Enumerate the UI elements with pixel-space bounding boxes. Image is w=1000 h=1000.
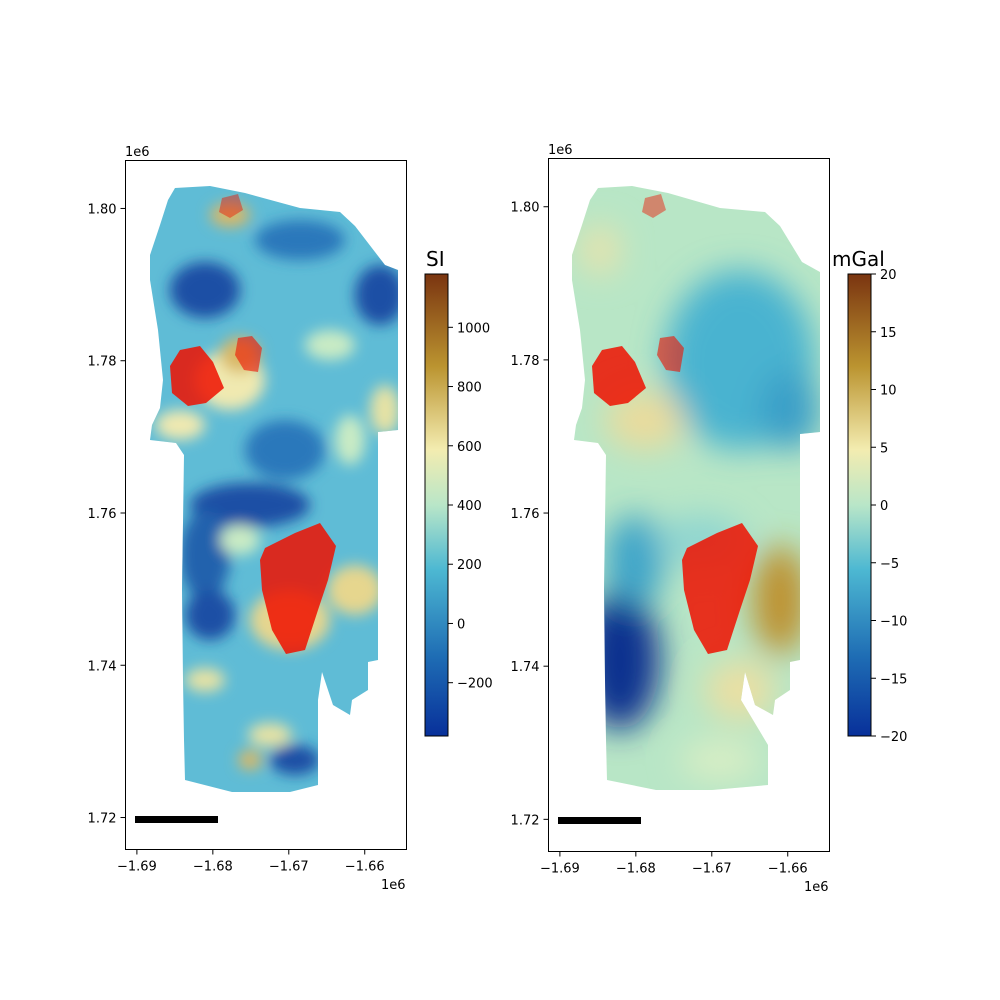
right-x-tick-label: −1.66	[768, 862, 808, 877]
right-outcrop-overlay	[592, 194, 758, 654]
right-heatmap	[572, 186, 820, 790]
right-colorbar-tick-label: 15	[880, 326, 897, 341]
right-colorbar-tick-label: −15	[880, 672, 907, 687]
left-x-tick-label: −1.69	[117, 860, 157, 875]
right-colorbar-gradient	[847, 273, 872, 737]
right-x-tick-label: −1.68	[616, 862, 656, 877]
left-panel: −1.69 −1.68 −1.67 −1.66 1.72 1.74 1.76 1.78 1.8…	[88, 145, 493, 893]
left-colorbar-tick-label: 200	[457, 558, 482, 573]
right-x-tick-label: −1.69	[540, 862, 580, 877]
right-x-axis: −1.69 −1.68 −1.67 −1.66	[540, 851, 808, 877]
left-x-tick-label: −1.66	[345, 860, 385, 875]
right-colorbar-ticks: −20 −15 −10 −5 0 5 10 15 20	[871, 268, 907, 745]
left-colorbar-ticks: −200 0 200 400 600 800 1000	[448, 321, 493, 692]
right-y-tick-label: 1.74	[511, 660, 540, 675]
right-colorbar-tick-label: 5	[880, 441, 888, 456]
left-colorbar-title: SI	[426, 247, 445, 271]
left-y-tick-label: 1.76	[88, 507, 117, 522]
right-axes-frame	[548, 158, 830, 852]
right-colorbar-title: mGal	[832, 247, 885, 271]
left-colorbar-tick-label: 1000	[457, 321, 490, 336]
left-y-tick-label: 1.74	[88, 659, 117, 674]
left-axes-frame	[125, 160, 407, 850]
right-colorbar-tick-label: 20	[880, 268, 897, 283]
right-y-axis: 1.72 1.74 1.76 1.78 1.80	[511, 201, 549, 828]
left-colorbar: SI −200 0 200 400 600 800 1000	[424, 247, 493, 737]
left-colorbar-tick-label: 800	[457, 381, 482, 396]
left-y-offset-label: 1e6	[125, 145, 150, 160]
right-y-tick-label: 1.80	[511, 201, 540, 216]
left-y-tick-label: 1.80	[88, 202, 117, 217]
right-x-offset-label: 1e6	[804, 880, 829, 895]
left-colorbar-gradient	[424, 273, 449, 737]
right-colorbar-tick-label: 10	[880, 384, 897, 399]
left-x-tick-label: −1.67	[269, 860, 309, 875]
right-y-tick-label: 1.76	[511, 507, 540, 522]
left-outcrop-overlay	[170, 194, 336, 654]
left-y-tick-label: 1.72	[88, 812, 117, 827]
right-colorbar-tick-label: −20	[880, 730, 907, 745]
left-x-axis: −1.69 −1.68 −1.67 −1.66	[117, 849, 385, 875]
right-colorbar-tick-label: −10	[880, 615, 907, 630]
right-y-offset-label: 1e6	[548, 143, 573, 158]
right-colorbar-tick-label: 0	[880, 499, 888, 514]
left-y-tick-label: 1.78	[88, 355, 117, 370]
left-colorbar-tick-label: 0	[457, 617, 465, 632]
left-y-axis: 1.72 1.74 1.76 1.78 1.80	[88, 202, 126, 827]
right-x-tick-label: −1.67	[692, 862, 732, 877]
left-x-tick-label: −1.68	[193, 860, 233, 875]
left-colorbar-tick-label: 600	[457, 440, 482, 455]
left-heatmap	[150, 186, 398, 792]
right-panel: −1.69 −1.68 −1.67 −1.66 1.72 1.74 1.76 1.78 1.8…	[511, 143, 908, 895]
right-colorbar: mGal −20 −15 −10 −5 0 5 10 15 20	[832, 247, 907, 745]
left-x-offset-label: 1e6	[381, 878, 406, 893]
right-colorbar-tick-label: −5	[880, 557, 899, 572]
left-colorbar-tick-label: −200	[457, 677, 493, 692]
right-y-tick-label: 1.72	[511, 813, 540, 828]
right-y-tick-label: 1.78	[511, 354, 540, 369]
left-colorbar-tick-label: 400	[457, 499, 482, 514]
